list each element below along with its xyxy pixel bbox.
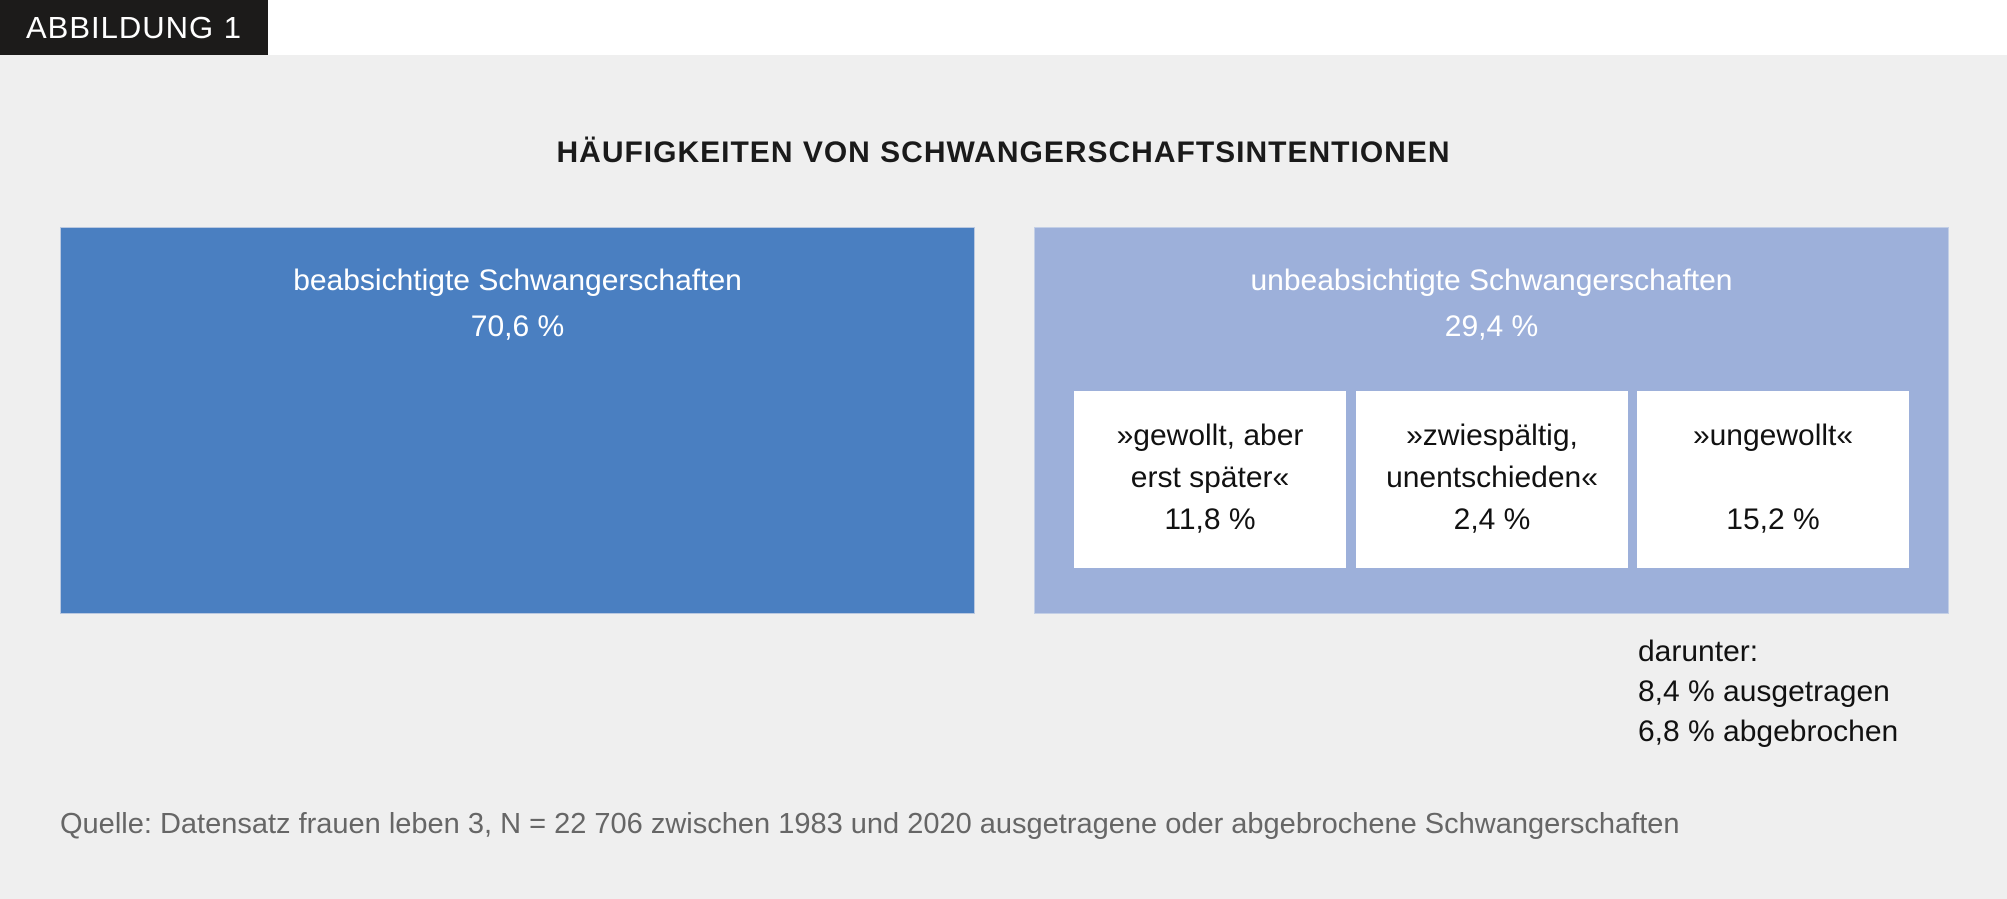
figure-label: ABBILDUNG 1	[0, 0, 268, 55]
diagram-title: HÄUFIGKEITEN VON SCHWANGERSCHAFTSINTENTI…	[556, 136, 1451, 169]
intended-value: 70,6 %	[470, 310, 565, 343]
category-line2: unentschieden«	[1386, 461, 1598, 494]
top-bar	[0, 0, 2007, 55]
category-line1: »zwiespältig,	[1406, 419, 1578, 452]
source-note: Quelle: Datensatz frauen leben 3, N = 22…	[60, 808, 1680, 840]
category-value: 15,2 %	[1726, 503, 1820, 536]
category-box-ambivalent: »zwiespältig, unentschieden« 2,4 %	[1356, 391, 1628, 568]
unintended-value: 29,4 %	[1444, 310, 1539, 343]
intended-box: beabsichtigte Schwangerschaften 70,6 %	[60, 227, 975, 614]
category-value: 2,4 %	[1453, 503, 1531, 536]
category-box-wanted-later: »gewollt, aber erst später« 11,8 %	[1074, 391, 1346, 568]
category-line2	[1637, 457, 1909, 499]
unintended-label: unbeabsichtigte Schwangerschaften	[1250, 264, 1733, 297]
unwanted-breakdown-note: darunter: 8,4 % ausgetragen 6,8 % abgebr…	[1638, 632, 1898, 752]
category-line1: »ungewollt«	[1692, 419, 1854, 452]
note-aborted: 6,8 % abgebrochen	[1638, 715, 1899, 748]
category-line1: »gewollt, aber	[1116, 419, 1304, 452]
note-carried: 8,4 % ausgetragen	[1638, 675, 1890, 708]
category-line2: erst später«	[1130, 461, 1290, 494]
intended-label: beabsichtigte Schwangerschaften	[293, 264, 742, 297]
category-box-unwanted: »ungewollt« 15,2 %	[1637, 391, 1909, 568]
note-heading: darunter:	[1638, 635, 1759, 668]
category-value: 11,8 %	[1164, 503, 1256, 536]
